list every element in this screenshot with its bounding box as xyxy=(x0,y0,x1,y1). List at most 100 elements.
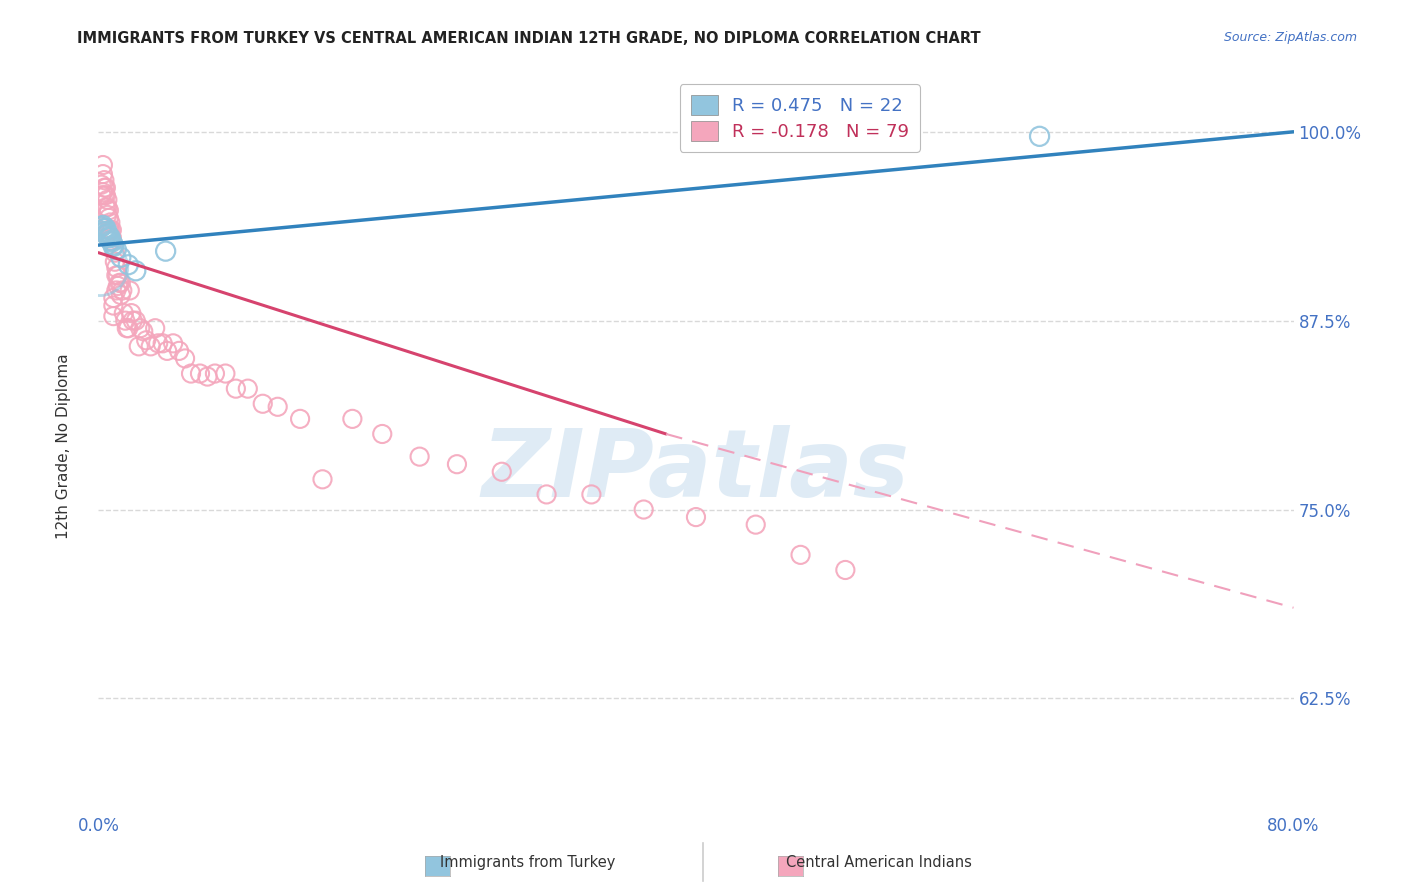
Point xyxy=(93,221,115,235)
Point xyxy=(267,400,290,414)
Point xyxy=(167,343,190,358)
Point xyxy=(94,225,117,239)
Point xyxy=(118,284,141,298)
Point xyxy=(371,427,394,442)
Point xyxy=(162,336,184,351)
Text: Source: ZipAtlas.com: Source: ZipAtlas.com xyxy=(1223,31,1357,45)
Point xyxy=(103,239,125,253)
Point xyxy=(96,208,118,222)
Point xyxy=(96,226,118,240)
Point xyxy=(91,158,114,172)
Point xyxy=(104,254,127,268)
Point xyxy=(94,180,117,194)
Point xyxy=(125,264,148,278)
Point xyxy=(90,219,112,234)
Point xyxy=(111,284,134,298)
Point xyxy=(139,339,162,353)
Point xyxy=(156,343,179,358)
Point xyxy=(104,245,127,260)
Point xyxy=(93,225,115,239)
Point xyxy=(93,188,115,202)
Point xyxy=(105,243,128,257)
Point xyxy=(491,465,513,479)
Point xyxy=(91,167,114,181)
Point xyxy=(90,178,112,192)
Point xyxy=(633,502,655,516)
Point xyxy=(128,339,150,353)
Point xyxy=(96,200,118,214)
Point xyxy=(117,321,139,335)
Point xyxy=(180,367,202,381)
Point xyxy=(112,306,135,320)
Point xyxy=(408,450,430,464)
Point xyxy=(107,268,129,283)
Point xyxy=(97,230,120,244)
Point xyxy=(94,221,117,235)
Point xyxy=(120,306,142,320)
Point xyxy=(115,321,138,335)
Point xyxy=(174,351,197,366)
Point xyxy=(148,336,170,351)
Point xyxy=(789,548,811,562)
Point xyxy=(105,268,128,283)
Point xyxy=(105,284,128,298)
Point xyxy=(685,510,707,524)
Point xyxy=(94,227,117,242)
Point xyxy=(101,230,124,244)
Point xyxy=(135,334,157,348)
Point xyxy=(536,487,558,501)
Text: ZIPatlas: ZIPatlas xyxy=(482,425,910,517)
Point xyxy=(96,227,118,242)
Point xyxy=(114,313,136,327)
Point xyxy=(97,211,120,225)
Point xyxy=(155,244,177,259)
Point xyxy=(311,472,333,486)
Point xyxy=(107,279,129,293)
Point xyxy=(225,382,247,396)
Point xyxy=(132,324,155,338)
Point xyxy=(103,291,125,305)
Point xyxy=(101,223,124,237)
Point xyxy=(152,336,174,351)
Text: Immigrants from Turkey: Immigrants from Turkey xyxy=(440,855,614,870)
Point xyxy=(93,180,115,194)
Point xyxy=(94,200,117,214)
Point xyxy=(745,517,768,532)
Point xyxy=(97,203,120,218)
Point xyxy=(214,367,236,381)
Text: 12th Grade, No Diploma: 12th Grade, No Diploma xyxy=(56,353,70,539)
Point xyxy=(129,321,152,335)
Point xyxy=(342,412,364,426)
Point xyxy=(204,367,226,381)
Point xyxy=(103,299,125,313)
Point xyxy=(110,276,132,290)
Point xyxy=(103,309,125,323)
Point xyxy=(94,188,117,202)
Point xyxy=(110,288,132,302)
Point xyxy=(98,234,122,248)
Point xyxy=(121,313,143,327)
Point xyxy=(252,397,274,411)
Point xyxy=(105,260,128,275)
Point xyxy=(834,563,856,577)
Point xyxy=(446,457,468,471)
Point xyxy=(89,260,111,275)
Point xyxy=(98,223,122,237)
Point xyxy=(188,367,211,381)
Point xyxy=(96,193,118,207)
Point xyxy=(117,258,139,272)
Point xyxy=(93,173,115,187)
Point xyxy=(1028,129,1050,144)
Point xyxy=(98,215,122,229)
Point xyxy=(108,276,131,290)
Point xyxy=(581,487,603,501)
Point xyxy=(98,230,122,244)
Legend: R = 0.475   N = 22, R = -0.178   N = 79: R = 0.475 N = 22, R = -0.178 N = 79 xyxy=(679,84,920,152)
Point xyxy=(90,188,112,202)
Point xyxy=(125,313,148,327)
Text: IMMIGRANTS FROM TURKEY VS CENTRAL AMERICAN INDIAN 12TH GRADE, NO DIPLOMA CORRELA: IMMIGRANTS FROM TURKEY VS CENTRAL AMERIC… xyxy=(77,31,981,46)
Point xyxy=(110,250,132,264)
Point xyxy=(97,229,120,244)
Point xyxy=(103,238,125,252)
Point xyxy=(143,321,166,335)
